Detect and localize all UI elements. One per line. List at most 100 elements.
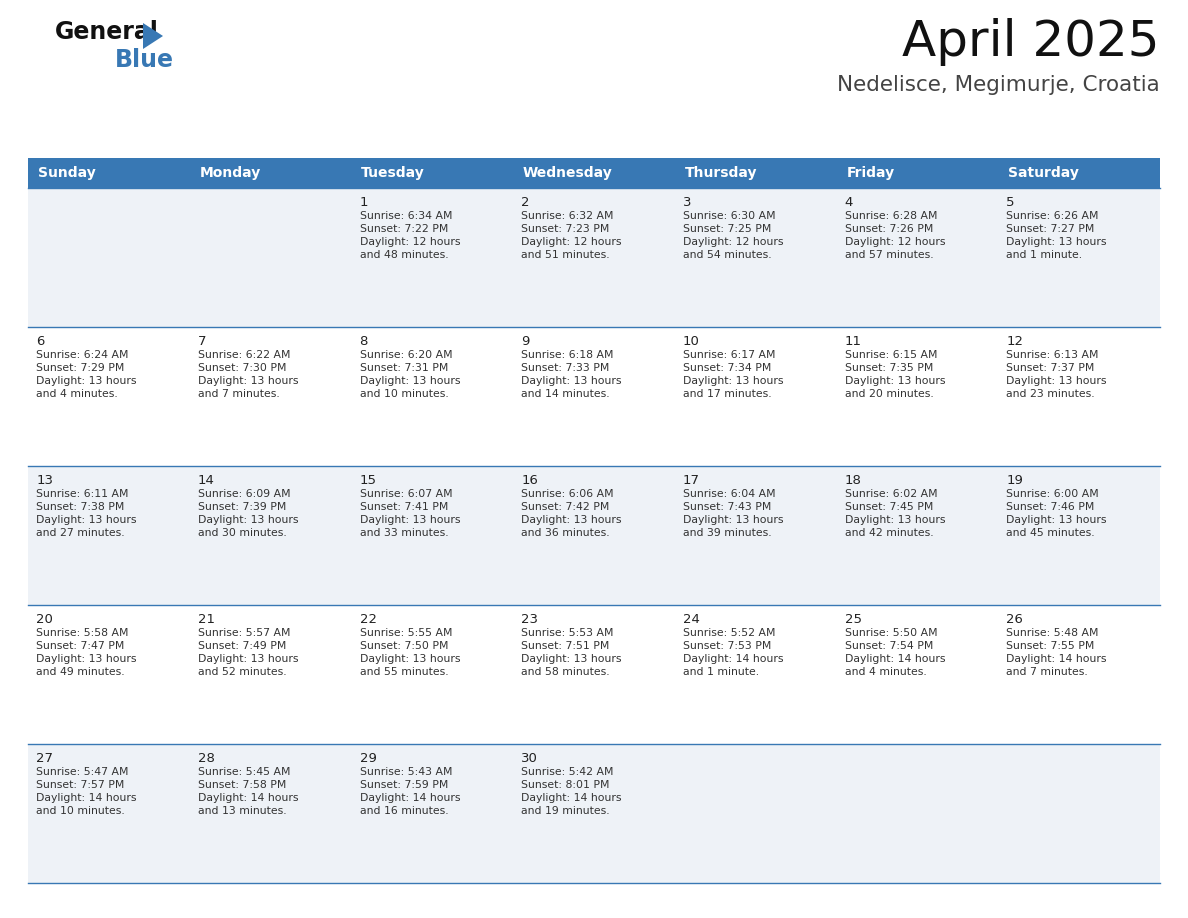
Text: Daylight: 13 hours: Daylight: 13 hours: [36, 654, 137, 664]
Text: Sunset: 7:50 PM: Sunset: 7:50 PM: [360, 641, 448, 651]
Text: Sunrise: 6:26 AM: Sunrise: 6:26 AM: [1006, 211, 1099, 221]
Text: Sunrise: 5:42 AM: Sunrise: 5:42 AM: [522, 767, 614, 777]
Text: Sunset: 7:46 PM: Sunset: 7:46 PM: [1006, 502, 1095, 512]
Text: Daylight: 13 hours: Daylight: 13 hours: [522, 654, 621, 664]
Text: Daylight: 13 hours: Daylight: 13 hours: [522, 376, 621, 386]
Bar: [29, 605, 1159, 744]
Text: Daylight: 14 hours: Daylight: 14 hours: [36, 793, 137, 803]
Text: and 45 minutes.: and 45 minutes.: [1006, 528, 1095, 538]
Text: Sunrise: 6:32 AM: Sunrise: 6:32 AM: [522, 211, 614, 221]
Text: 7: 7: [197, 335, 207, 348]
Text: and 33 minutes.: and 33 minutes.: [360, 528, 448, 538]
Text: Daylight: 14 hours: Daylight: 14 hours: [522, 793, 621, 803]
Text: 18: 18: [845, 474, 861, 487]
Text: and 52 minutes.: and 52 minutes.: [197, 667, 286, 677]
Text: April 2025: April 2025: [903, 18, 1159, 66]
Text: Sunset: 7:53 PM: Sunset: 7:53 PM: [683, 641, 771, 651]
Text: Sunrise: 5:48 AM: Sunrise: 5:48 AM: [1006, 628, 1099, 638]
Text: 13: 13: [36, 474, 53, 487]
Text: and 42 minutes.: and 42 minutes.: [845, 528, 934, 538]
Text: and 7 minutes.: and 7 minutes.: [197, 389, 279, 399]
Text: Sunrise: 6:07 AM: Sunrise: 6:07 AM: [360, 489, 453, 499]
Text: and 17 minutes.: and 17 minutes.: [683, 389, 771, 399]
Text: Sunset: 7:39 PM: Sunset: 7:39 PM: [197, 502, 286, 512]
Text: Sunrise: 6:09 AM: Sunrise: 6:09 AM: [197, 489, 290, 499]
Bar: [29, 466, 1159, 605]
Text: and 10 minutes.: and 10 minutes.: [360, 389, 448, 399]
Text: Sunrise: 5:50 AM: Sunrise: 5:50 AM: [845, 628, 937, 638]
Text: Sunset: 7:30 PM: Sunset: 7:30 PM: [197, 363, 286, 373]
Text: Daylight: 13 hours: Daylight: 13 hours: [1006, 376, 1107, 386]
Text: Sunrise: 6:24 AM: Sunrise: 6:24 AM: [36, 350, 128, 360]
Text: Sunset: 7:57 PM: Sunset: 7:57 PM: [36, 780, 125, 790]
Text: Sunset: 7:42 PM: Sunset: 7:42 PM: [522, 502, 609, 512]
Text: Daylight: 13 hours: Daylight: 13 hours: [36, 376, 137, 386]
Text: and 1 minute.: and 1 minute.: [683, 667, 759, 677]
Text: Sunrise: 5:45 AM: Sunrise: 5:45 AM: [197, 767, 290, 777]
Text: 4: 4: [845, 196, 853, 209]
Text: Sunset: 7:45 PM: Sunset: 7:45 PM: [845, 502, 933, 512]
Text: and 16 minutes.: and 16 minutes.: [360, 806, 448, 816]
Text: Sunset: 7:47 PM: Sunset: 7:47 PM: [36, 641, 125, 651]
Polygon shape: [143, 23, 163, 49]
Text: 14: 14: [197, 474, 215, 487]
Text: Daylight: 13 hours: Daylight: 13 hours: [845, 376, 946, 386]
Text: 12: 12: [1006, 335, 1023, 348]
Text: Sunrise: 6:11 AM: Sunrise: 6:11 AM: [36, 489, 128, 499]
Text: and 49 minutes.: and 49 minutes.: [36, 667, 125, 677]
Text: Sunset: 7:51 PM: Sunset: 7:51 PM: [522, 641, 609, 651]
Text: Daylight: 14 hours: Daylight: 14 hours: [845, 654, 946, 664]
Text: 2: 2: [522, 196, 530, 209]
Text: Sunrise: 5:55 AM: Sunrise: 5:55 AM: [360, 628, 451, 638]
Text: Daylight: 12 hours: Daylight: 12 hours: [683, 237, 783, 247]
Text: Tuesday: Tuesday: [361, 166, 425, 180]
Bar: [29, 327, 1159, 466]
Text: Sunrise: 6:15 AM: Sunrise: 6:15 AM: [845, 350, 937, 360]
Text: Sunset: 7:49 PM: Sunset: 7:49 PM: [197, 641, 286, 651]
Text: Sunrise: 6:28 AM: Sunrise: 6:28 AM: [845, 211, 937, 221]
Text: Sunrise: 5:43 AM: Sunrise: 5:43 AM: [360, 767, 451, 777]
Text: Wednesday: Wednesday: [523, 166, 613, 180]
Text: 28: 28: [197, 752, 215, 765]
Text: Daylight: 13 hours: Daylight: 13 hours: [197, 515, 298, 525]
Text: General: General: [55, 20, 159, 44]
Text: 10: 10: [683, 335, 700, 348]
Text: Daylight: 14 hours: Daylight: 14 hours: [683, 654, 783, 664]
Text: 22: 22: [360, 613, 377, 626]
Text: and 58 minutes.: and 58 minutes.: [522, 667, 609, 677]
Text: Sunset: 7:35 PM: Sunset: 7:35 PM: [845, 363, 933, 373]
Text: Daylight: 13 hours: Daylight: 13 hours: [1006, 237, 1107, 247]
Text: 16: 16: [522, 474, 538, 487]
Text: and 1 minute.: and 1 minute.: [1006, 250, 1082, 260]
Text: Daylight: 12 hours: Daylight: 12 hours: [360, 237, 460, 247]
Text: Daylight: 13 hours: Daylight: 13 hours: [360, 376, 460, 386]
Text: Blue: Blue: [115, 48, 173, 72]
Text: and 14 minutes.: and 14 minutes.: [522, 389, 609, 399]
Text: Sunday: Sunday: [38, 166, 95, 180]
Text: 3: 3: [683, 196, 691, 209]
Text: Sunset: 7:58 PM: Sunset: 7:58 PM: [197, 780, 286, 790]
Text: 8: 8: [360, 335, 368, 348]
Text: 25: 25: [845, 613, 861, 626]
Text: and 27 minutes.: and 27 minutes.: [36, 528, 125, 538]
Text: 21: 21: [197, 613, 215, 626]
Text: Thursday: Thursday: [684, 166, 757, 180]
Text: and 19 minutes.: and 19 minutes.: [522, 806, 609, 816]
Text: Sunset: 7:34 PM: Sunset: 7:34 PM: [683, 363, 771, 373]
Text: Sunset: 8:01 PM: Sunset: 8:01 PM: [522, 780, 609, 790]
Text: Sunrise: 6:06 AM: Sunrise: 6:06 AM: [522, 489, 614, 499]
Text: 29: 29: [360, 752, 377, 765]
Text: and 13 minutes.: and 13 minutes.: [197, 806, 286, 816]
Text: Daylight: 13 hours: Daylight: 13 hours: [683, 376, 783, 386]
Text: Sunset: 7:55 PM: Sunset: 7:55 PM: [1006, 641, 1095, 651]
Text: Sunrise: 6:20 AM: Sunrise: 6:20 AM: [360, 350, 453, 360]
Text: Friday: Friday: [846, 166, 895, 180]
Text: 15: 15: [360, 474, 377, 487]
Text: Sunrise: 6:22 AM: Sunrise: 6:22 AM: [197, 350, 290, 360]
Text: Sunrise: 5:57 AM: Sunrise: 5:57 AM: [197, 628, 290, 638]
Text: Sunrise: 6:02 AM: Sunrise: 6:02 AM: [845, 489, 937, 499]
Text: Sunrise: 6:34 AM: Sunrise: 6:34 AM: [360, 211, 451, 221]
Text: and 39 minutes.: and 39 minutes.: [683, 528, 771, 538]
Text: and 36 minutes.: and 36 minutes.: [522, 528, 609, 538]
Text: 26: 26: [1006, 613, 1023, 626]
